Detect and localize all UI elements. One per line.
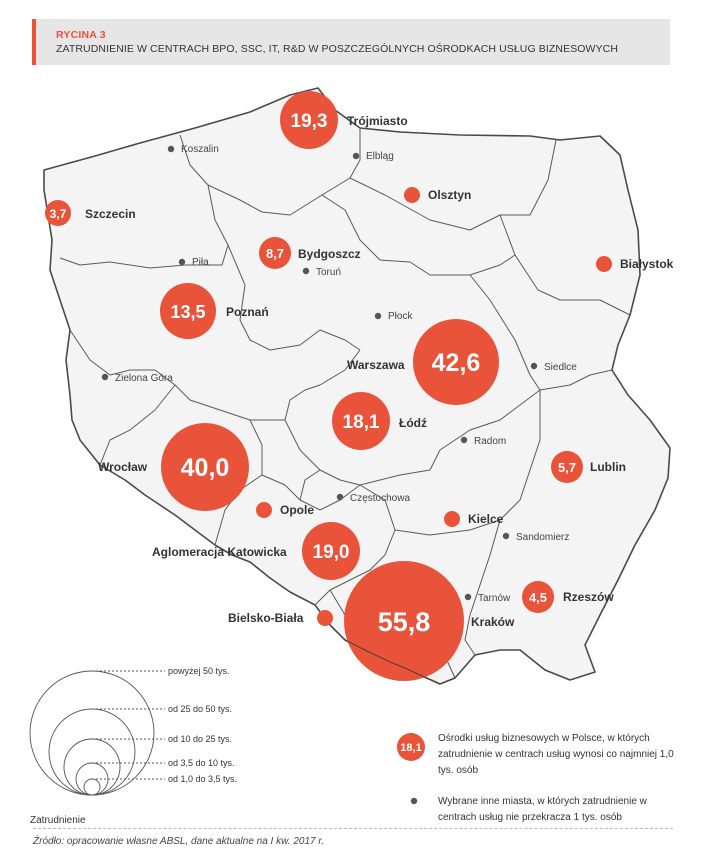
center-value-krakow: 55,8 [378,607,431,637]
city-label-plock: Płock [388,311,413,322]
center-circle-lodz [332,392,390,450]
center-name-opole: Opole [280,503,314,517]
city-dot-koszalin [167,145,175,153]
center-value-lublin: 5,7 [558,460,576,475]
center-name-trojmiasto: Trójmiasto [347,114,408,128]
legend-sample-dot [410,797,418,805]
legend-circle-50plus [29,670,155,796]
legend-circle-description: Ośrodki usług biznesowych w Polsce, w kt… [438,733,674,776]
center-value-warszawa: 42,6 [432,349,481,377]
center-name-bielsko: Bielsko-Biała [228,611,304,625]
center-value-wroclaw: 40,0 [181,454,230,482]
center-circle-bydgoszcz [259,237,291,269]
center-circle-szczecin [45,200,71,226]
city-label-siedlce: Siedlce [544,362,577,373]
legend-circle-10-25 [63,738,121,796]
center-circle-warszawa [413,319,499,405]
center-circle-krakow [344,561,464,681]
city-dot-zielona-gora [101,373,109,381]
figure-header: RYCINA 3 ZATRUDNIENIE W CENTRACH BPO, SS… [32,19,670,65]
city-dot-pila [178,258,186,266]
center-name-szczecin: Szczecin [85,207,136,221]
center-name-krakow: Kraków [471,615,515,629]
legend-size-title: Zatrudnienie [30,815,86,826]
city-label-pila: Piła [192,257,209,268]
city-label-zielona-gora: Zielona Góra [115,373,173,384]
center-circle-katowice [302,522,360,580]
city-dot-tarnow [464,593,472,601]
size-legend [29,670,165,796]
legend-label-1-3: od 1,0 do 3,5 tys. [168,774,237,784]
center-circle-opole [256,502,272,518]
city-label-torun: Toruń [316,267,341,278]
city-label-radom: Radom [474,436,506,447]
center-circle-trojmiasto [280,91,338,149]
center-circle-bielsko [317,610,333,626]
voivodeship-borders [59,128,631,679]
city-dot-plock [374,312,382,320]
city-dot-czestochowa [336,493,344,501]
legend-label-50plus: powyżej 50 tys. [168,666,230,676]
center-circle-lublin [551,451,583,483]
center-value-trojmiasto: 19,3 [291,111,328,132]
source-note: Źródło: opracowanie własne ABSL, dane ak… [33,836,325,847]
center-name-wroclaw: Wrocław [98,460,148,474]
center-circle-kielce [444,511,460,527]
center-value-bydgoszcz: 8,7 [266,246,284,261]
center-name-katowice: Aglomeracja Katowicka [152,545,287,559]
legend-sample-circle [397,733,425,761]
city-dot-elblag [352,152,360,160]
center-name-warszawa: Warszawa [347,358,405,372]
center-value-szczecin: 3,7 [50,207,67,221]
center-circle-wroclaw [161,423,249,511]
legend-circle-1-3 [83,778,101,796]
city-label-elblag: Elbląg [366,151,394,162]
city-dot-siedlce [530,362,538,370]
legend-label-10-25: od 10 do 25 tys. [168,734,232,744]
center-name-rzeszow: Rzeszów [563,590,614,604]
center-value-rzeszow: 4,5 [529,590,547,605]
legend-dot-description: Wybrane inne miasta, w których zatrudnie… [438,796,647,823]
city-dot-torun [302,267,310,275]
center-circle-bialystok [596,256,612,272]
footer-divider [33,828,673,829]
legend-circle-25-50 [48,708,136,796]
center-circle-poznan [160,283,216,339]
city-dot-radom [460,436,468,444]
center-name-bialystok: Białystok [620,257,674,271]
legend-sample-value: 18,1 [400,742,421,754]
legend-label-3-10: od 3,5 do 10 tys. [168,758,235,768]
center-circle-rzeszow [522,581,554,613]
figure-label: RYCINA 3 [56,29,106,41]
center-name-kielce: Kielce [468,512,504,526]
krakow-border-overlay [344,639,456,685]
center-name-olsztyn: Olsztyn [428,188,471,202]
center-name-bydgoszcz: Bydgoszcz [298,247,361,261]
center-name-poznan: Poznań [226,305,269,319]
center-name-lublin: Lublin [590,460,626,474]
other-cities: Koszalin Elbląg Piła Toruń Płock Siedlce… [101,144,577,604]
center-circle-olsztyn [404,187,420,203]
city-label-koszalin: Koszalin [181,144,219,155]
center-name-lodz: Łódź [399,416,427,430]
center-value-poznan: 13,5 [170,302,205,322]
legend-label-25-50: od 25 do 50 tys. [168,704,232,714]
figure-title: ZATRUDNIENIE W CENTRACH BPO, SSC, IT, R&… [56,43,619,55]
city-label-sandomierz: Sandomierz [516,532,569,543]
city-label-czestochowa: Częstochowa [350,493,410,504]
center-value-katowice: 19,0 [313,542,350,563]
city-label-tarnow: Tarnów [478,593,511,604]
business-centers: 19,3 Trójmiasto 3,7 Szczecin Olsztyn 8,7… [45,91,674,685]
center-value-lodz: 18,1 [343,412,380,433]
city-dot-sandomierz [502,532,510,540]
